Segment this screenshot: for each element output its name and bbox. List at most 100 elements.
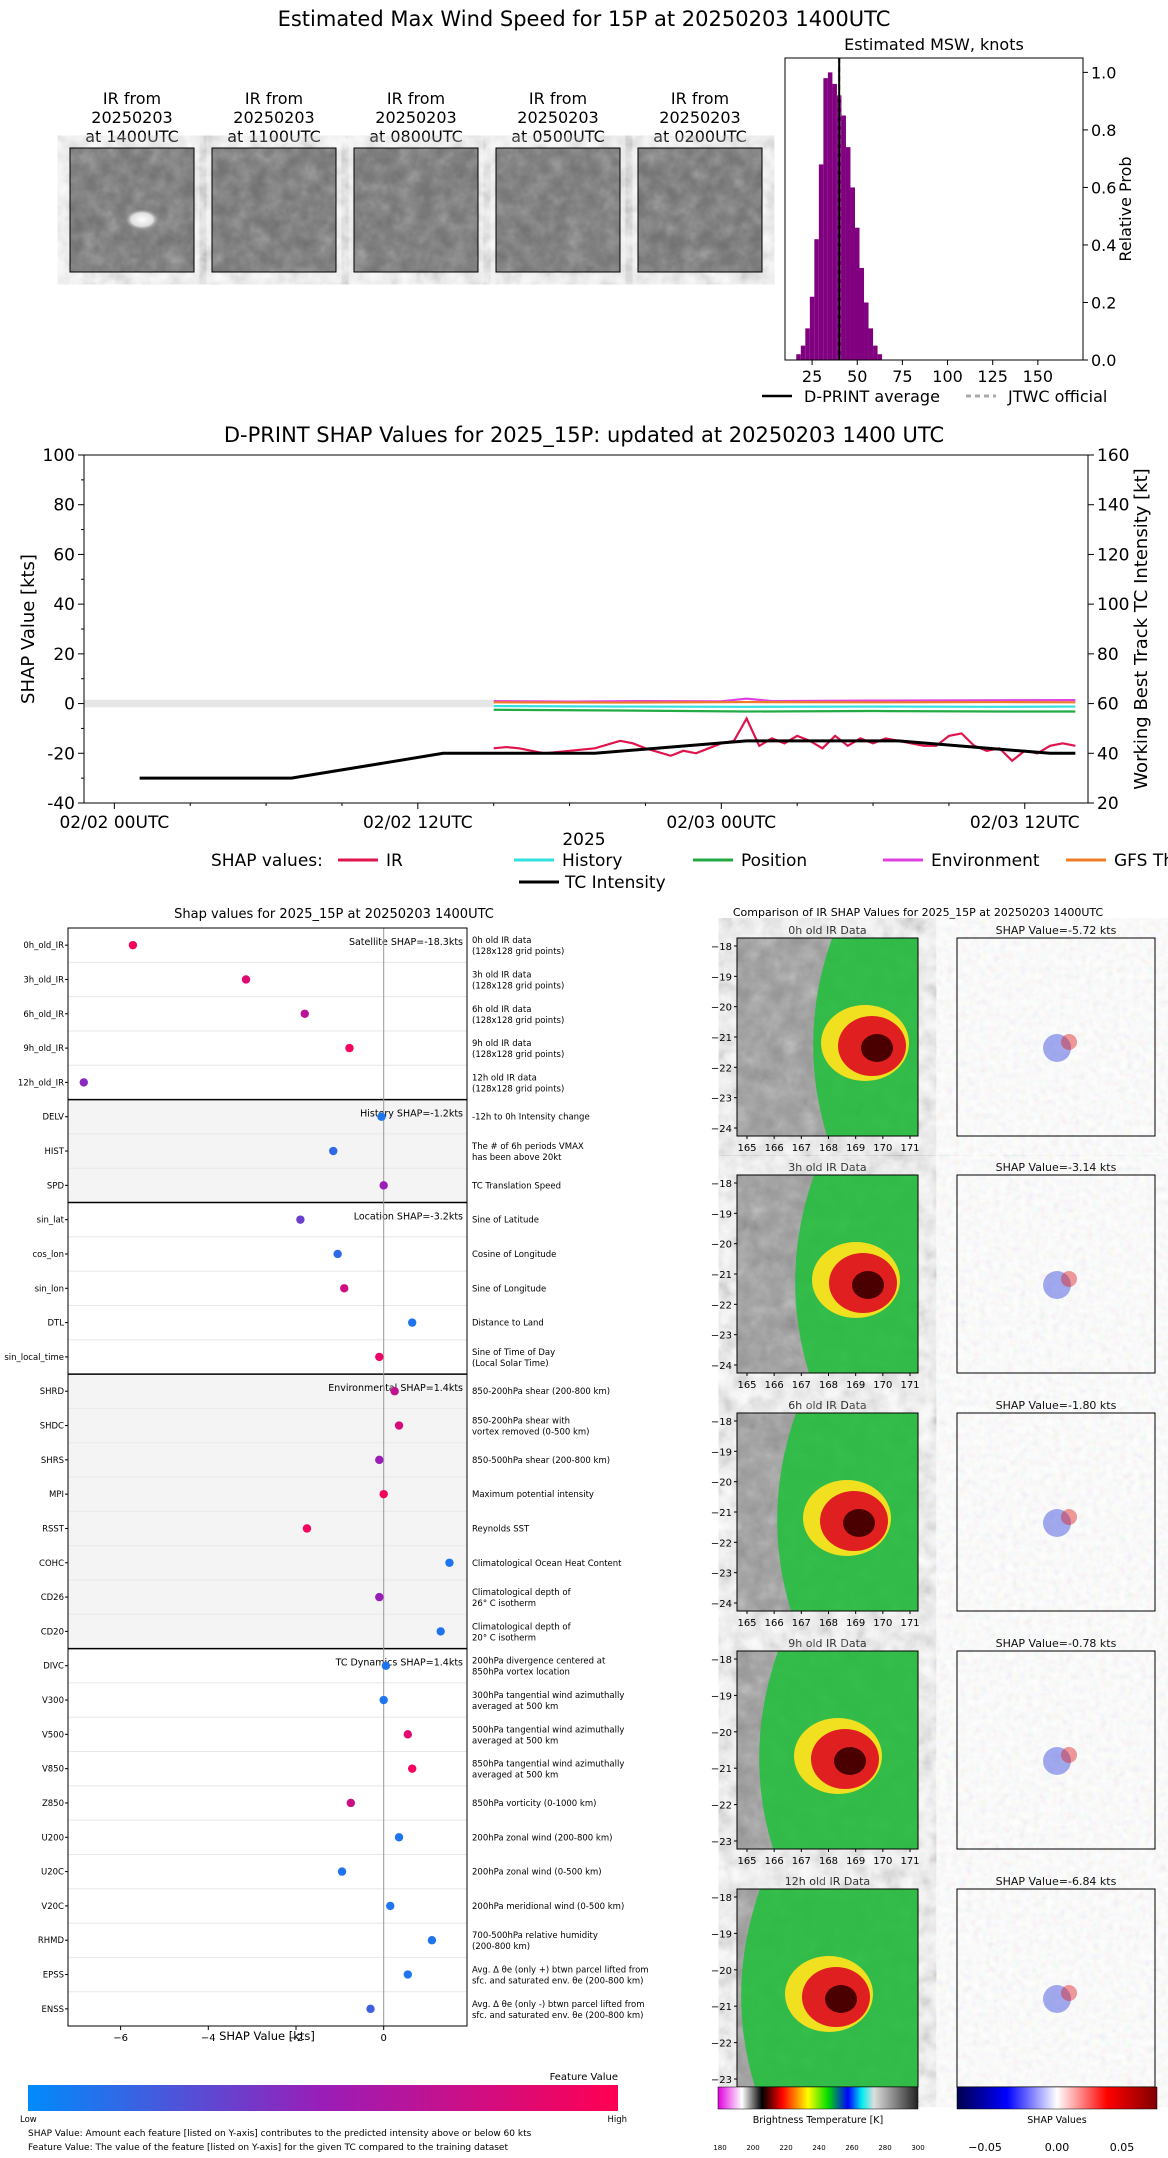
feature-name: SHDC (40, 1422, 64, 1432)
ir-map-ytick-label: −18 (711, 1179, 732, 1190)
feature-point (345, 1043, 354, 1053)
feature-point (128, 940, 138, 950)
feature-desc: (128x128 grid points) (472, 1016, 564, 1026)
timeseries-y2label: Working Best Track TC Intensity [kt] (1131, 468, 1152, 789)
timeseries-ytick-label: 20 (53, 645, 75, 665)
ir-map-core-dark (825, 1985, 857, 2013)
feature-name: 12h_old_IR (18, 1078, 64, 1088)
histogram-bar (796, 354, 801, 360)
ir-map-xtick-label: 171 (900, 1618, 919, 1629)
timeseries-ytick-label: 40 (53, 595, 75, 615)
legend-label: History (562, 851, 622, 871)
feature-desc: Climatological Ocean Heat Content (472, 1559, 622, 1569)
timeseries-y2tick-label: 100 (1097, 595, 1129, 615)
bt-colorbar-tick: 220 (779, 2144, 792, 2152)
feature-name: V850 (42, 1765, 64, 1775)
feature-desc: -12h to 0h Intensity change (472, 1113, 590, 1123)
ir-thumb-label-3: at 0500UTC (511, 127, 605, 146)
timeseries-y2tick-label: 80 (1097, 645, 1119, 665)
feature-desc: Reynolds SST (472, 1524, 530, 1534)
scatter-xtick-label: 0 (381, 2033, 387, 2044)
feature-point (375, 1352, 384, 1362)
histogram-bar (841, 115, 846, 361)
feature-point (340, 1284, 349, 1293)
shap-map-texture (957, 1175, 1155, 1373)
feature-point (337, 1867, 347, 1876)
histogram-xtick-label: 100 (932, 367, 963, 386)
timeseries-ytick-label: -20 (47, 744, 75, 764)
feature-desc: 0h old IR data (472, 936, 531, 946)
feature-name: 0h_old_IR (23, 941, 64, 951)
ir-map-ytick-label: −20 (711, 1728, 732, 1739)
ir-map-frame (736, 1650, 919, 1850)
feature-desc: Sine of Longitude (472, 1284, 546, 1294)
scatter-title: Shap values for 2025_15P at 20250203 140… (174, 907, 494, 922)
timeseries-frame (83, 454, 1089, 804)
shap-map-texture (957, 1651, 1155, 1849)
ir-map-ytick-label: −23 (711, 2075, 732, 2086)
feature-name: MPI (49, 1490, 64, 1500)
ir-map-ytick-label: −21 (711, 1033, 732, 1044)
feature-name: sin_lat (37, 1216, 65, 1226)
histogram-bar (832, 83, 837, 360)
ir-map-core-dark (852, 1271, 884, 1299)
feature-point (241, 975, 251, 984)
ir-thumb-label-3: at 1100UTC (227, 127, 321, 146)
ir-thumb-label-1: IR from (671, 89, 729, 108)
feature-desc: 200hPa zonal wind (200-800 km) (472, 1833, 612, 1843)
histogram-bar (845, 147, 851, 360)
feature-desc: Maximum potential intensity (472, 1490, 594, 1500)
series-line-tc-intensity (139, 739, 1076, 780)
feature-name: EPSS (43, 1971, 64, 1981)
shap-map-blob-red (1061, 1509, 1077, 1525)
feature-name: sin_local_time (4, 1353, 64, 1363)
feature-desc: 300hPa tangential wind azimuthally (472, 1691, 624, 1701)
histogram-frame (784, 57, 1084, 361)
shap-map-blob-blue (1043, 1509, 1071, 1537)
feature-name: DTL (48, 1319, 65, 1329)
feature-desc: The # of 6h periods VMAX (471, 1142, 584, 1152)
histogram-bar (800, 345, 806, 360)
ir-map-ytick-label: −19 (711, 972, 732, 983)
feature-desc: (128x128 grid points) (472, 1084, 564, 1094)
feature-point (329, 1146, 338, 1156)
shap-map-frame (956, 1650, 1156, 1850)
group-shade (68, 1099, 467, 1203)
timeseries-xtick-label: 02/03 00UTC (666, 813, 776, 833)
scatter-xtick-label: −4 (201, 2033, 216, 2044)
feature-point (407, 1764, 417, 1773)
ir-thumb-label-2: 20250203 (375, 108, 456, 127)
main-title: Estimated Max Wind Speed for 15P at 2025… (278, 7, 891, 31)
feature-desc: 850hPa tangential wind azimuthally (472, 1760, 624, 1770)
feature-desc: TC Translation Speed (471, 1181, 561, 1191)
feature-name: CD26 (41, 1593, 64, 1603)
feature-point (346, 1798, 356, 1808)
timeseries-y2tick-label: 60 (1097, 695, 1119, 715)
feature-desc: Avg. Δ θe (only -) btwn parcel lifted fr… (472, 2000, 645, 2010)
feature-point (79, 1078, 88, 1087)
shap-map-frame (956, 937, 1156, 1137)
ir-map-ytick-label: −20 (711, 1478, 732, 1489)
histogram-title: Estimated MSW, knots (844, 35, 1024, 54)
feature-shap-scatter: Shap values for 2025_15P at 20250203 140… (4, 907, 648, 2125)
ir-thumb-cloud (116, 202, 168, 234)
feature-name: RHMD (38, 1936, 65, 1946)
feature-desc: Cosine of Longitude (472, 1250, 556, 1260)
ir-map-ytick-label: −18 (711, 1417, 732, 1428)
ir-map-title: 12h old IR Data (785, 1875, 870, 1888)
feature-point (386, 1901, 395, 1911)
ir-map-xtick-label: 167 (792, 1143, 811, 1154)
feature-desc: averaged at 500 km (472, 1702, 558, 1712)
feature-desc: 3h old IR data (472, 970, 531, 980)
ir-map-ytick-label: −21 (711, 1764, 732, 1775)
bt-colorbar-tick: 260 (845, 2144, 858, 2152)
histogram-bar (873, 345, 878, 360)
group-label: TC Dynamics SHAP=1.4kts (335, 1658, 463, 1669)
histogram-bar (805, 328, 810, 360)
feature-name: ENSS (41, 2005, 64, 2015)
ir-map-xtick-label: 167 (792, 1618, 811, 1629)
ir-map-xtick-label: 166 (765, 1856, 784, 1867)
msw-histogram: Estimated MSW, knots 25 50 75 100 125 150 0.0 0.… (762, 35, 1135, 406)
ir-map-xtick-label: 165 (737, 1143, 756, 1154)
ir-thumb-label-1: IR from (103, 89, 161, 108)
